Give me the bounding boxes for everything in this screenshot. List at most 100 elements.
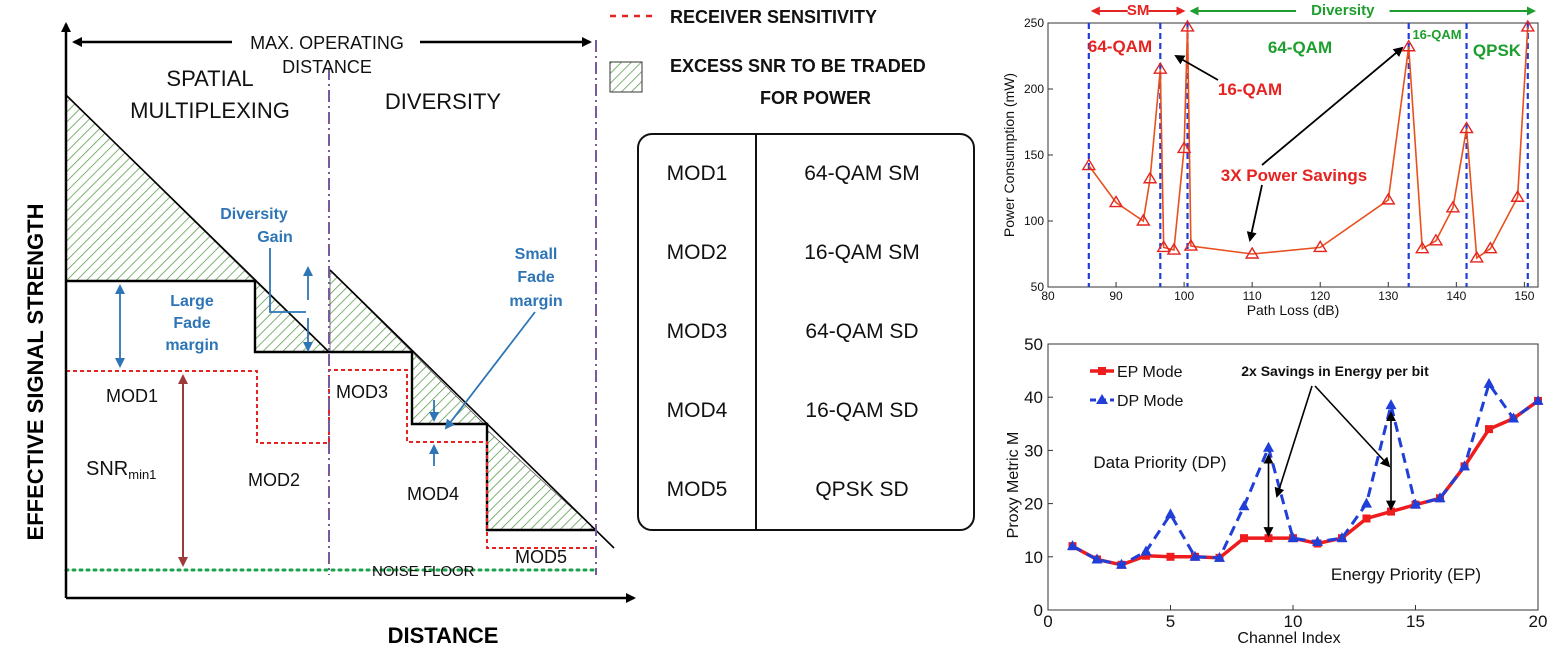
small-fade-label-1: Small <box>515 246 558 263</box>
chart1-x-tick-label: 90 <box>1109 289 1123 303</box>
chart1-x-tick-label: 140 <box>1446 289 1466 303</box>
mode-table-frame <box>637 133 975 531</box>
power-consumption-chart: 80 90 100 110 120 130 140 150 50 100 150 200 250 Path… <box>1001 1 1539 318</box>
chart1-x-tick-label: 80 <box>1041 289 1055 303</box>
chart2-x-axis-label: Channel Index <box>1237 630 1340 647</box>
chart2-dp-point <box>1532 394 1544 405</box>
chart1-point <box>1459 121 1474 134</box>
max-distance-label-line2: DISTANCE <box>282 57 372 77</box>
chart2-dp-point <box>1312 535 1323 546</box>
mode-table-scheme-4: 16-QAM SD <box>805 399 918 422</box>
mod4-label: MOD4 <box>407 484 459 504</box>
large-fade-label-1: Large <box>170 293 214 310</box>
small-fade-leader-arrow <box>444 311 536 430</box>
chart1-point <box>1081 158 1097 171</box>
chart2-dp-point <box>1165 508 1176 519</box>
chart2-x-tick-label: 15 <box>1406 612 1425 631</box>
spatial-multiplexing-label-2: MULTIPLEXING <box>130 98 290 123</box>
chart1-point <box>1183 238 1199 251</box>
small-fade-label-2: Fade <box>517 269 554 286</box>
large-fade-label-2: Fade <box>173 315 210 332</box>
mod1-label: MOD1 <box>106 386 158 406</box>
chart1-annotation-arrow <box>1174 55 1219 81</box>
chart1-point <box>1415 241 1430 254</box>
chart1-point <box>1445 200 1461 213</box>
chart1-y-tick-label: 150 <box>1024 148 1044 162</box>
chart2-dp-point <box>1410 498 1421 509</box>
small-fade-label-3: margin <box>509 293 562 310</box>
chart1-point <box>1520 19 1536 32</box>
chart2-dp-point <box>1214 551 1225 562</box>
chart2-dp-point <box>1116 558 1127 569</box>
diagram-y-axis-label: EFFECTIVE SIGNAL STRENGTH <box>23 204 48 541</box>
proxy-metric-chart: 0 5 10 15 20 0 10 20 30 40 50 Channel Index Proxy Me… <box>1005 335 1547 647</box>
chart1-point <box>1469 250 1484 263</box>
diversity-gain-label-1: Diversity <box>220 206 288 223</box>
chart2-dp-point <box>1067 540 1078 551</box>
chart2-ep-point <box>1387 507 1395 516</box>
chart2-savings-annotation: 2x Savings in Energy per bit <box>1241 363 1429 379</box>
chart1-x-tick-label: 120 <box>1310 289 1330 303</box>
chart1-annotation: 16-QAM <box>1412 27 1461 42</box>
chart1-annotation-arrow <box>1261 46 1404 166</box>
mode-table-mode-5: MOD5 <box>667 478 728 501</box>
mode-table-scheme-5: QPSK SD <box>815 478 908 501</box>
chart2-dp-point <box>1459 460 1470 471</box>
chart2-dp-point <box>1336 532 1348 543</box>
chart2-x-tick-label: 5 <box>1166 612 1175 631</box>
spatial-multiplexing-label-1: SPATIAL <box>166 66 253 91</box>
chart2-dp-point <box>1189 550 1201 561</box>
chart1-header-label: SM <box>1127 2 1150 19</box>
mod3-label: MOD3 <box>336 382 388 402</box>
mode-table-mode-3: MOD3 <box>667 320 728 343</box>
mode-table-scheme-3: 64-QAM SD <box>805 320 918 343</box>
chart2-ep-point <box>1240 534 1248 543</box>
chart1-x-tick-label: 110 <box>1243 289 1262 303</box>
chart2-dp-point <box>1263 441 1274 452</box>
excess-snr-legend-2: FOR POWER <box>760 88 871 108</box>
chart2-legend-dp-marker <box>1096 394 1108 404</box>
mode-table-mode-4: MOD4 <box>667 399 728 422</box>
chart1-annotation: QPSK <box>1473 41 1522 60</box>
chart2-legend-dp-label: DP Mode <box>1117 393 1184 410</box>
diagram-x-axis-label: DISTANCE <box>388 623 499 648</box>
diversity-gain-label-2: Gain <box>257 229 293 246</box>
chart2-y-axis-label: Proxy Metric M <box>1005 432 1022 539</box>
chart2-ep-point <box>1485 425 1493 434</box>
noise-floor-label: NOISE FLOOR <box>372 563 475 580</box>
chart1-point <box>1108 195 1124 208</box>
chart1-point <box>1401 39 1416 52</box>
chart1-y-tick-label: 200 <box>1024 82 1044 96</box>
chart1-header-label: Diversity <box>1311 2 1375 19</box>
chart1-annotation: 3X Power Savings <box>1221 166 1367 185</box>
chart2-x-tick-label: 0 <box>1043 612 1052 631</box>
chart1-point <box>1142 171 1158 184</box>
chart2-y-tick-label: 20 <box>1024 495 1043 514</box>
chart1-point <box>1483 241 1498 254</box>
chart1-point <box>1510 189 1525 202</box>
chart2-ep-point <box>1142 551 1150 560</box>
chart2-ep-point <box>1166 552 1175 561</box>
chart2-dp-point <box>1385 399 1397 410</box>
chart1-point <box>1176 141 1192 154</box>
chart2-dp-point <box>1434 492 1446 503</box>
chart1-point <box>1166 242 1182 255</box>
signal-decay-line-1 <box>65 94 330 353</box>
chart2-y-tick-label: 50 <box>1024 335 1043 354</box>
chart1-point <box>1312 240 1328 253</box>
mode-table-mode-2: MOD2 <box>667 241 728 264</box>
snr-min-label: SNRmin1 <box>86 458 156 482</box>
chart1-y-axis-label: Power Consumption (mW) <box>1001 73 1017 237</box>
chart2-y-tick-label: 40 <box>1024 388 1043 407</box>
chart2-y-tick-label: 10 <box>1024 548 1043 567</box>
chart2-dp-point <box>1287 532 1299 543</box>
modulation-mode-table: MOD1 64-QAM SM MOD2 16-QAM SM MOD3 64-QAM SD M… <box>637 133 975 531</box>
chart1-point <box>1244 246 1260 259</box>
chart1-plot-frame <box>1047 22 1539 288</box>
chart2-x-tick-label: 20 <box>1529 612 1548 631</box>
chart1-annotation: 16-QAM <box>1218 80 1282 99</box>
chart2-dp-series-line <box>1071 380 1539 567</box>
chart2-dp-point <box>1140 545 1152 556</box>
chart1-y-tick-label: 250 <box>1024 16 1044 30</box>
